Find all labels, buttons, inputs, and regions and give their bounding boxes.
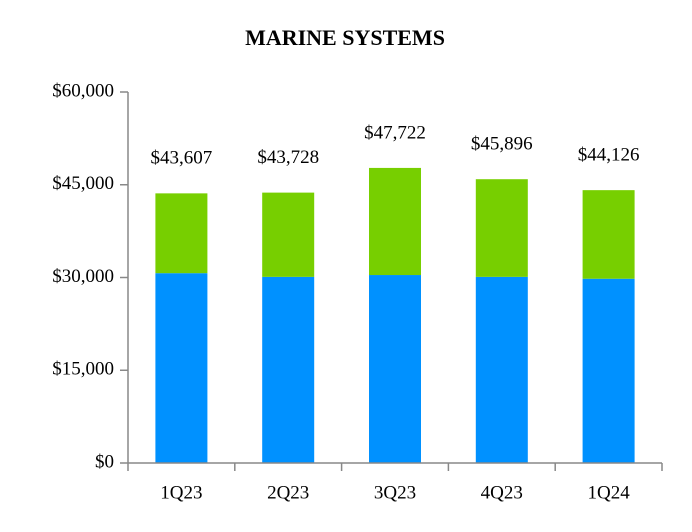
x-tick-label: 3Q23 — [374, 482, 416, 503]
total-label: $43,728 — [257, 147, 319, 168]
bar-segment — [155, 193, 208, 274]
x-tick-label: 1Q24 — [587, 482, 630, 503]
x-tick-label: 1Q23 — [160, 482, 202, 503]
y-tick-label: $30,000 — [52, 266, 114, 287]
bar-segment — [582, 278, 635, 463]
y-tick-label: $60,000 — [52, 80, 114, 101]
total-label: $45,896 — [471, 134, 533, 155]
y-tick-label: $15,000 — [52, 359, 114, 380]
bar-segment — [262, 276, 315, 463]
bar-segment — [475, 276, 528, 463]
bar-segment — [475, 179, 528, 277]
x-tick-label: 4Q23 — [481, 482, 523, 503]
bar-segment — [582, 190, 635, 279]
total-label: $47,722 — [364, 122, 426, 143]
bar-segment — [369, 167, 421, 276]
bar-segment — [155, 273, 208, 463]
bar-segment — [262, 192, 315, 277]
total-label: $43,607 — [151, 148, 213, 169]
y-tick-label: $45,000 — [52, 173, 114, 194]
y-tick-label: $0 — [95, 451, 114, 472]
x-tick-label: 2Q23 — [267, 482, 309, 503]
total-label: $44,126 — [578, 145, 640, 166]
chart-title: MARINE SYSTEMS — [245, 25, 445, 50]
bar-segment — [369, 275, 421, 463]
